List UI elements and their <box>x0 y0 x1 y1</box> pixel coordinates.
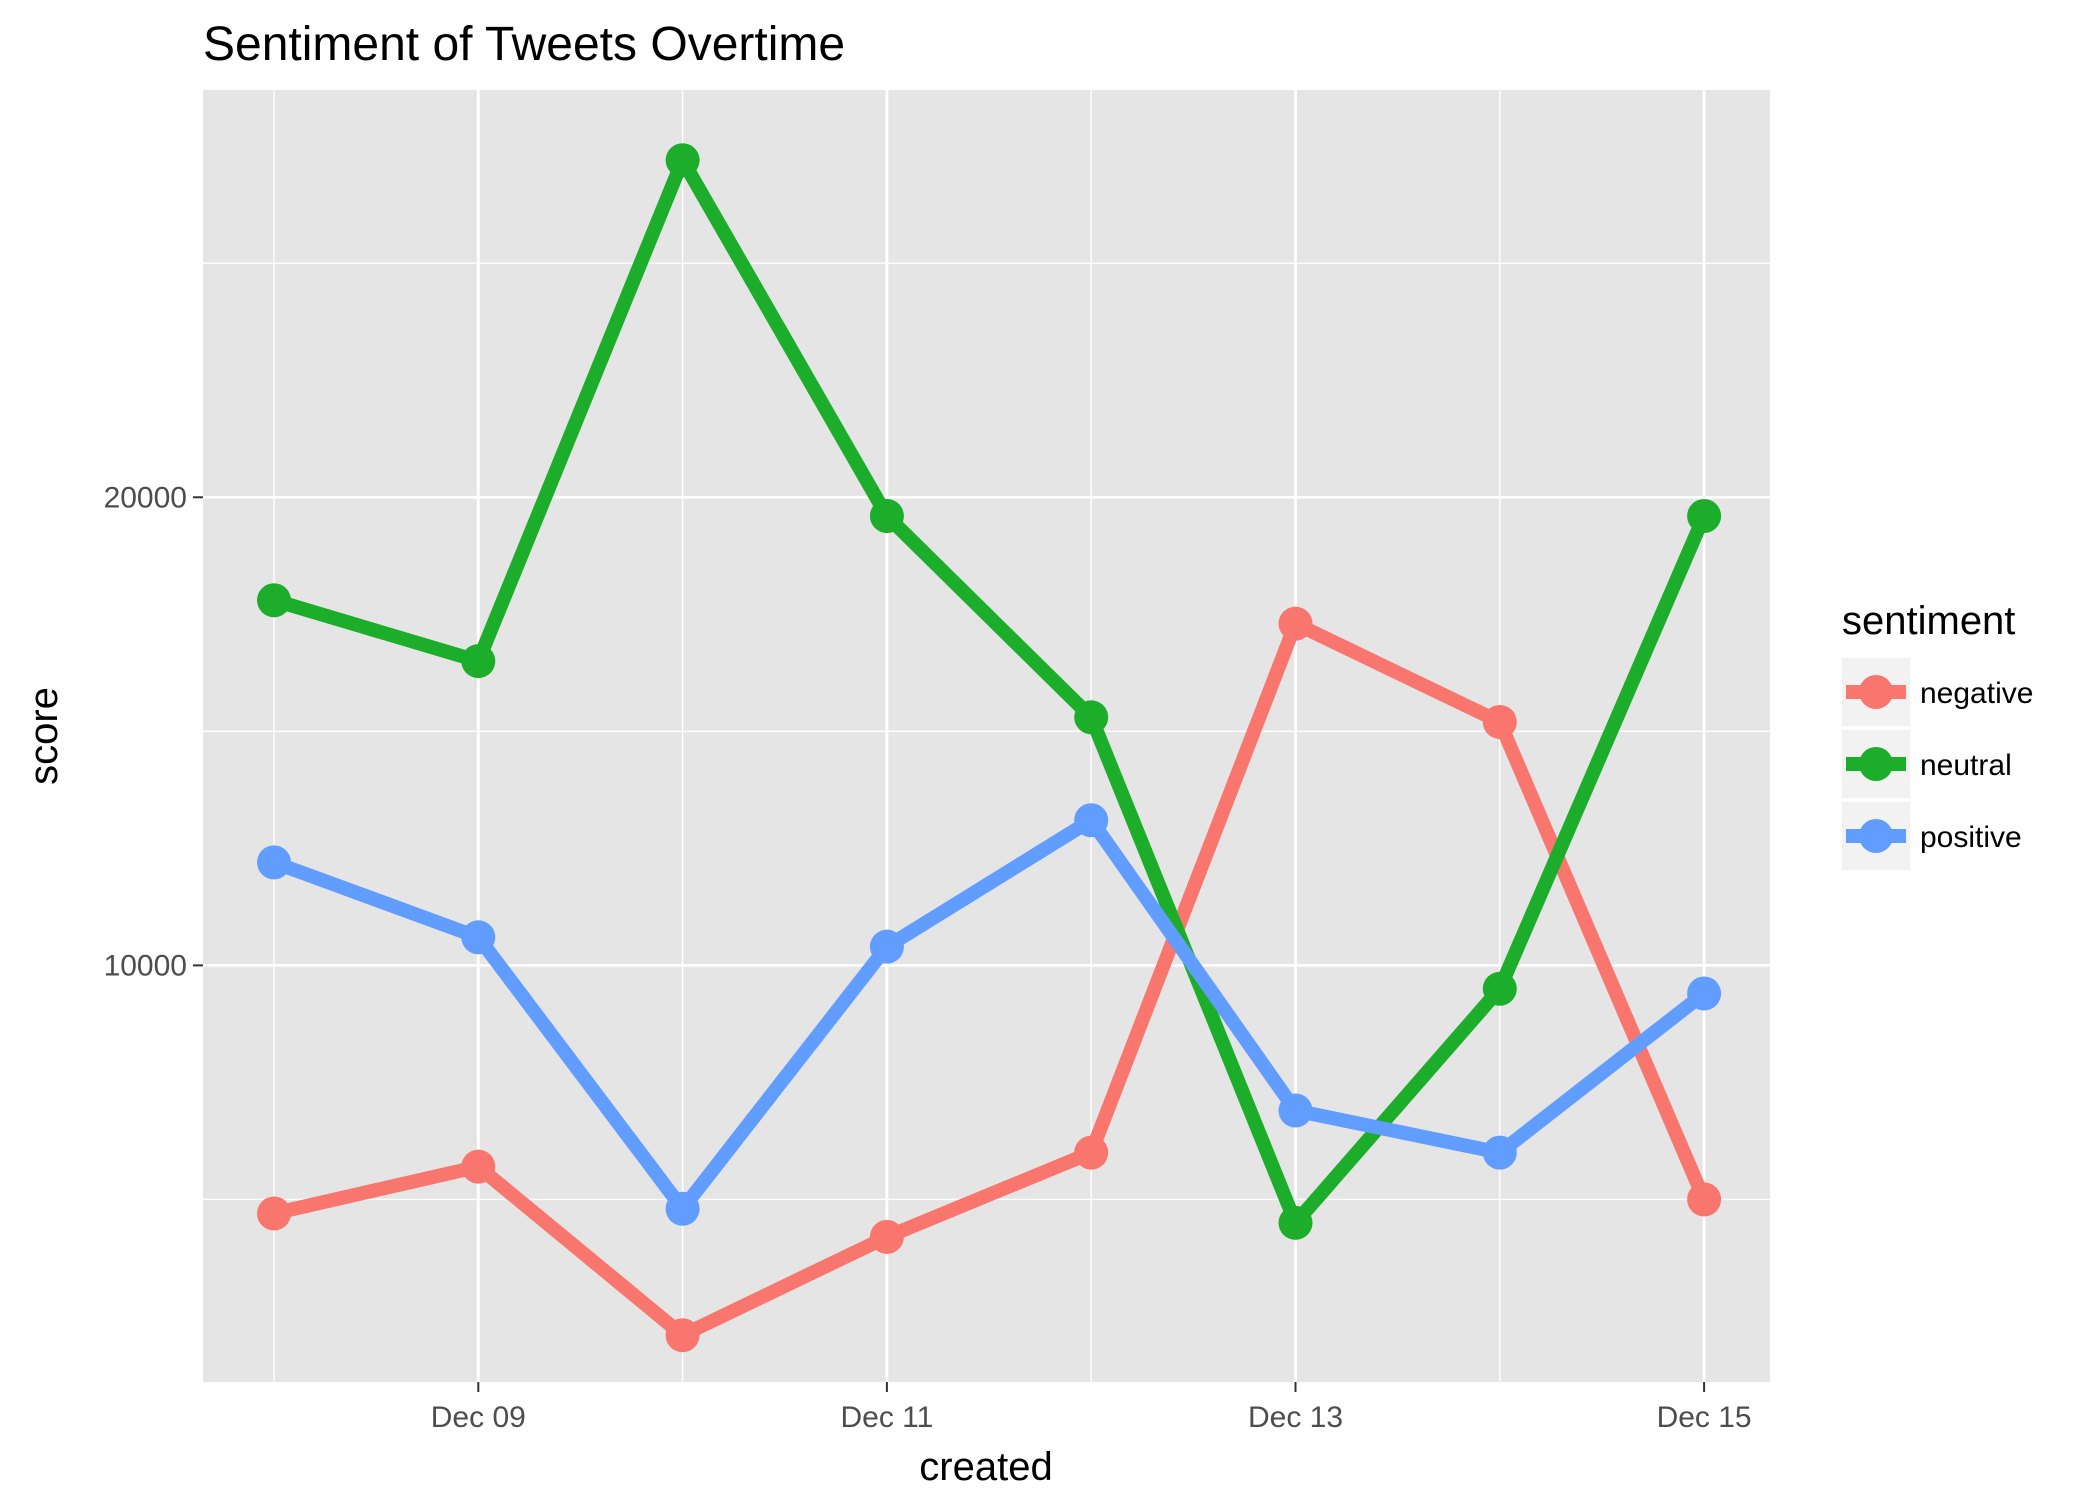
plot-panel <box>203 90 1770 1382</box>
data-point-neutral <box>1074 700 1109 735</box>
data-point-neutral <box>1482 971 1517 1006</box>
x-tick-label: Dec 15 <box>1657 1401 1752 1434</box>
data-point-negative <box>665 1318 700 1353</box>
legend-label-neutral: neutral <box>1920 749 2012 782</box>
legend-label-negative: negative <box>1920 677 2033 710</box>
data-point-neutral <box>1687 498 1722 533</box>
chart-title: Sentiment of Tweets Overtime <box>203 18 845 71</box>
data-point-positive <box>1687 976 1722 1011</box>
data-point-negative <box>1482 704 1517 739</box>
data-point-positive <box>257 845 291 880</box>
data-point-neutral <box>1278 1205 1313 1240</box>
grid-minor <box>203 90 1770 1382</box>
legend-items: negative neutral positive <box>1842 658 2033 870</box>
series-positive <box>257 803 1722 1226</box>
data-point-neutral <box>665 143 700 178</box>
series-line-positive <box>271 813 1709 1216</box>
data-point-positive <box>1074 803 1109 838</box>
x-tick-label: Dec 09 <box>431 1401 526 1434</box>
series-line-neutral <box>272 153 1711 1230</box>
series-line-negative <box>272 616 1711 1343</box>
x-axis-title: created <box>919 1445 1052 1489</box>
legend-key-point <box>1859 819 1893 853</box>
data-point-positive <box>665 1191 700 1226</box>
data-point-positive <box>461 920 496 955</box>
legend-item-neutral: neutral <box>1842 730 2012 798</box>
data-point-positive <box>1278 1093 1313 1128</box>
y-axis-ticks: 10000 20000 <box>104 481 203 982</box>
x-axis-ticks: Dec 09 Dec 11 Dec 13 Dec 15 <box>431 1382 1752 1434</box>
x-tick-label: Dec 11 <box>840 1401 933 1434</box>
data-point-negative <box>461 1149 496 1184</box>
data-point-positive <box>1482 1135 1517 1170</box>
y-tick-label: 10000 <box>104 949 187 982</box>
data-point-negative <box>869 1219 904 1254</box>
legend-label-positive: positive <box>1920 821 2022 854</box>
data-point-negative <box>1278 606 1313 641</box>
series-neutral <box>257 143 1722 1240</box>
legend-key-point <box>1859 747 1893 781</box>
legend-title: sentiment <box>1842 599 2015 643</box>
legend-item-positive: positive <box>1842 802 2022 870</box>
data-point-negative <box>1074 1135 1109 1170</box>
data-point-neutral <box>461 644 496 679</box>
data-point-negative <box>1687 1182 1722 1217</box>
data-point-neutral <box>257 583 291 618</box>
data-point-negative <box>257 1196 291 1231</box>
series-negative <box>257 606 1722 1353</box>
legend: sentiment negative neutral positive <box>1842 599 2033 870</box>
x-tick-label: Dec 13 <box>1248 1401 1343 1434</box>
legend-key-point <box>1859 675 1893 709</box>
legend-item-negative: negative <box>1842 658 2033 726</box>
y-tick-label: 20000 <box>104 481 187 514</box>
series-layer <box>257 143 1722 1353</box>
data-point-positive <box>869 929 904 964</box>
data-point-neutral <box>869 498 904 533</box>
y-axis-title: score <box>22 687 66 785</box>
